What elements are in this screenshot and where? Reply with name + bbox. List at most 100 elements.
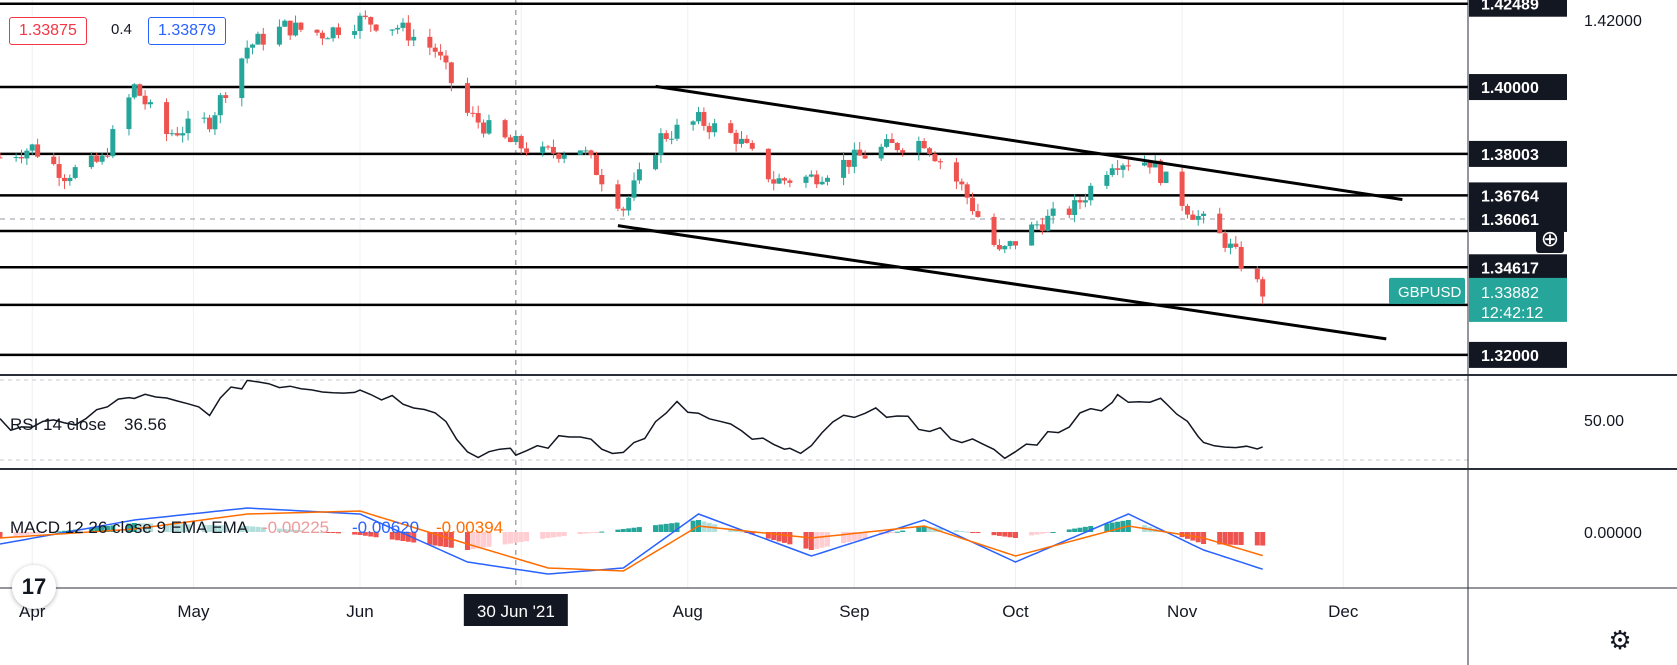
channel-line-lower[interactable] [617, 224, 1387, 341]
candle-body [1029, 224, 1035, 246]
candle-body [1254, 268, 1260, 280]
macd-histogram-bar [330, 532, 336, 533]
macd-histogram-bar [556, 532, 562, 537]
candle-body [889, 139, 895, 144]
macd-histogram-bar [765, 532, 771, 539]
price-axis[interactable]: 1.42000 50.00 0.00000 1.42489 1.40000 1.38003… [1389, 0, 1642, 542]
candle-body [13, 157, 19, 159]
candle-body [921, 140, 927, 149]
candle-body [1152, 160, 1158, 168]
candle-body [217, 95, 223, 116]
macd-histogram-bar [1260, 532, 1266, 546]
candle-body [1039, 224, 1045, 231]
time-axis-label: Sep [839, 602, 869, 621]
candle-body [400, 22, 406, 28]
macd-histogram-bar [1088, 526, 1094, 532]
macd-histogram-bar [255, 526, 261, 532]
macd-histogram-bar [427, 532, 433, 545]
candle-body [298, 22, 304, 30]
candle-body [1179, 171, 1185, 206]
macd-histogram-bar [1109, 522, 1115, 532]
macd-histogram-bar [653, 525, 659, 532]
macd-histogram-bar [669, 523, 675, 532]
macd-histogram-bar [1034, 532, 1040, 535]
level-price-label: 1.32000 [1481, 348, 1539, 365]
tradingview-logo-icon[interactable]: 17 [12, 565, 56, 609]
rsi-line [0, 379, 1263, 460]
level-price-label-bg [1469, 341, 1567, 368]
plus-circle-icon[interactable]: ⊕ [1536, 225, 1564, 253]
candle-body [1147, 162, 1153, 168]
macd-histogram-bar [771, 532, 777, 540]
candle-body [916, 140, 922, 153]
candle-body [352, 31, 358, 35]
candle-body [1125, 165, 1131, 167]
candle-body [201, 117, 207, 119]
price-axis-label: 1.42000 [1584, 13, 1642, 30]
macd-histogram-bar [577, 532, 583, 535]
level-price-label: 1.34617 [1481, 260, 1539, 277]
level-price-label-bg [1469, 0, 1567, 17]
macd-histogram-bar [352, 532, 358, 535]
candle-body [282, 20, 288, 27]
macd-histogram-bar [975, 532, 981, 534]
macd-axis-label: 0.00000 [1584, 525, 1642, 542]
candle-body [51, 156, 57, 165]
channel-line-upper[interactable] [655, 84, 1403, 202]
macd-histogram-bar [615, 529, 621, 532]
trend-channel[interactable] [617, 84, 1403, 341]
macd-histogram-bar [927, 526, 933, 532]
macd-histogram-bar [545, 532, 551, 538]
candle-body [126, 97, 132, 130]
macd-histogram-bar [13, 532, 19, 537]
gear-icon[interactable]: ⚙ [1608, 625, 1632, 655]
candle-body [1002, 245, 1008, 250]
candle-body [738, 138, 744, 144]
candle-body [862, 155, 868, 159]
candle-body [1217, 213, 1223, 234]
macd-histogram-bar [620, 529, 626, 532]
candle-body [1227, 243, 1233, 248]
candle-body [250, 44, 256, 48]
candle-body [223, 95, 229, 99]
macd-histogram-bar [819, 532, 825, 548]
macd-histogram-bar [937, 528, 943, 532]
macd-histogram-bar [448, 532, 454, 548]
macd-histogram-bar [894, 531, 900, 533]
macd-histogram-bar [61, 530, 67, 532]
macd-histogram-bar [1029, 532, 1035, 536]
candle-body [996, 244, 1002, 250]
candle-body [1045, 215, 1051, 231]
candle-body [330, 27, 336, 39]
macd-histogram-bar [502, 532, 508, 545]
candle-body [857, 149, 863, 156]
time-axis-label: Aug [673, 602, 703, 621]
candles [0, 10, 1266, 305]
candle-body [593, 155, 599, 176]
macd-histogram-bar [94, 527, 100, 532]
macd-histogram-bar [953, 530, 959, 532]
macd-histogram-bar [749, 532, 755, 535]
macd-histogram-bar [964, 531, 970, 533]
candle-body [1007, 241, 1013, 246]
candle-body [314, 29, 320, 33]
candle-body [620, 208, 626, 211]
candle-body [470, 112, 476, 114]
macd-histogram-bar [824, 532, 830, 547]
macd-histogram-bar [362, 532, 368, 536]
candle-body [599, 175, 605, 185]
macd-histogram-bar [1222, 532, 1228, 545]
macd-histogram-bar [916, 527, 922, 532]
candle-body [1233, 243, 1239, 247]
candle-body [561, 154, 567, 159]
macd-histogram-bar [470, 532, 476, 550]
candle-body [556, 153, 562, 159]
candle-body [368, 17, 374, 25]
ask-price-box[interactable]: 1.33879 [148, 17, 226, 45]
bid-price-box[interactable]: 1.33875 [9, 17, 87, 45]
candle-body [706, 125, 712, 133]
candle-body [894, 143, 900, 151]
macd-histogram-bar [1217, 532, 1223, 545]
